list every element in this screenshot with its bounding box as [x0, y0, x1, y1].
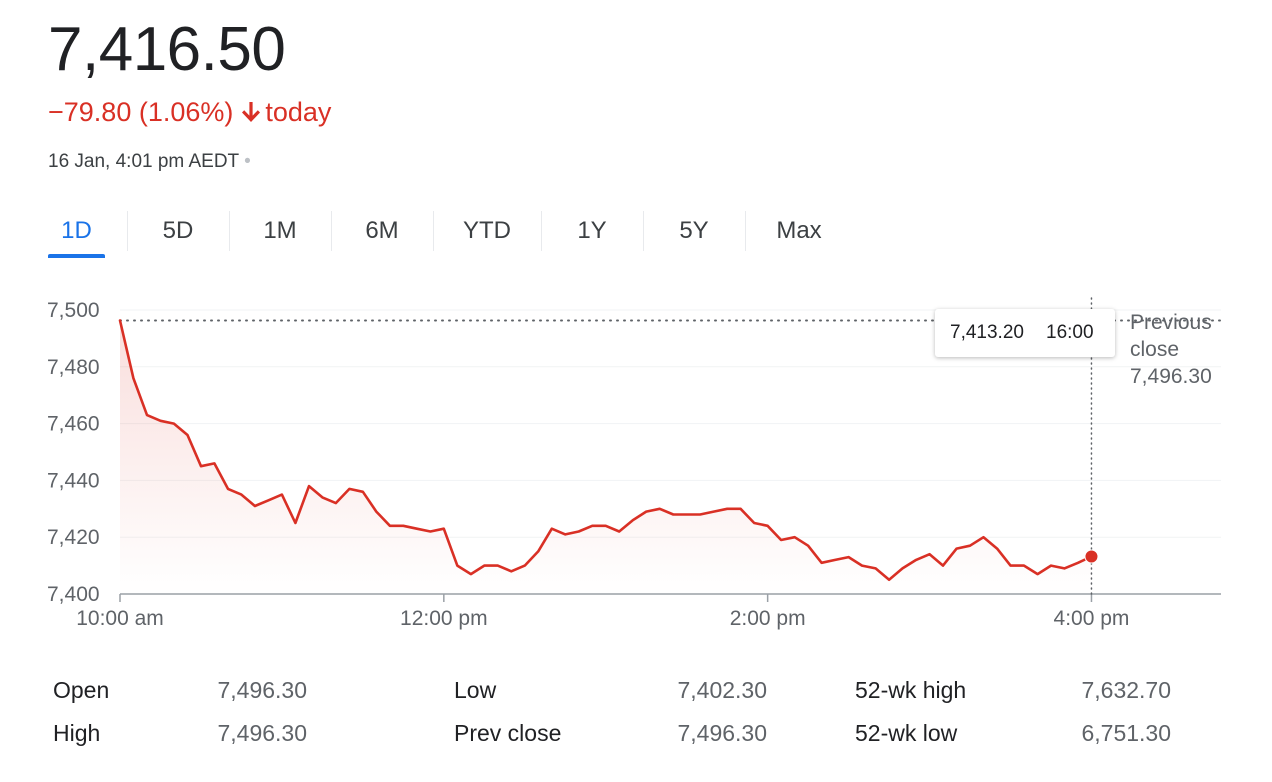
price-change: −79.80 (1.06%) today: [48, 95, 331, 129]
key-stats: Open 7,496.30 High 7,496.30 Low 7,402.30…: [0, 668, 1272, 768]
tab-6m[interactable]: 6M: [365, 217, 399, 244]
stat-value-low: 7,402.30: [677, 677, 767, 703]
tab-5d[interactable]: 5D: [162, 217, 194, 244]
tab-ytd[interactable]: YTD: [463, 217, 511, 244]
tooltip-value: 7,413.20: [950, 322, 1024, 343]
stat-value-prev-close: 7,496.30: [677, 720, 767, 746]
tab-1m[interactable]: 1M: [263, 217, 297, 244]
stat-label-prev-close: Prev close: [454, 720, 562, 746]
tab-max[interactable]: Max: [776, 217, 822, 244]
stat-value-high: 7,496.30: [217, 720, 307, 746]
tab-divider: [643, 211, 644, 251]
tab-divider: [331, 211, 332, 251]
previous-close-label: Previous close 7,496.30: [1130, 309, 1212, 390]
timestamp-text: 16 Jan, 4:01 pm AEDT: [48, 151, 240, 172]
x-tick-label: 12:00 pm: [400, 607, 488, 630]
x-tick-label: 10:00 am: [76, 607, 164, 630]
price-area: [120, 320, 1092, 594]
tab-divider: [541, 211, 542, 251]
stat-label-52wk-high: 52-wk high: [855, 677, 967, 703]
stat-label-low: Low: [454, 677, 497, 703]
range-tabs: 1D 5D 1M 6M YTD 1Y 5Y Max: [48, 208, 868, 260]
y-tick-label: 7,420: [47, 526, 100, 549]
previous-close-line1: Previous: [1130, 311, 1212, 334]
tooltip-time: 16:00: [1046, 322, 1094, 343]
stat-value-52wk-low: 6,751.30: [1081, 720, 1171, 746]
current-price: 7,416.50: [48, 15, 286, 84]
current-point-marker: [1084, 549, 1099, 564]
y-tick-label: 7,500: [47, 299, 100, 322]
tab-divider: [229, 211, 230, 251]
tab-divider: [745, 211, 746, 251]
stat-value-open: 7,496.30: [217, 677, 307, 703]
price-line: [118, 319, 1093, 582]
stat-value-52wk-high: 7,632.70: [1081, 677, 1171, 703]
y-tick-label: 7,480: [47, 356, 100, 379]
price-chart[interactable]: 7,400 7,420 7,440 7,460 7,480 7,500 10:00 am 12…: [0, 280, 1272, 640]
tab-1y[interactable]: 1Y: [577, 217, 607, 244]
y-tick-label: 7,400: [47, 583, 100, 606]
arrow-down-icon: [242, 102, 261, 122]
quote-timestamp: 16 Jan, 4:01 pm AEDT •: [48, 149, 251, 175]
chart-tooltip: 7,413.20 16:00: [935, 309, 1115, 357]
y-tick-label: 7,460: [47, 413, 100, 436]
y-tick-label: 7,440: [47, 469, 100, 492]
stat-label-open: Open: [53, 677, 110, 703]
x-tick-label: 4:00 pm: [1054, 607, 1130, 630]
tab-5y[interactable]: 5Y: [679, 217, 709, 244]
x-tick-label: 2:00 pm: [730, 607, 806, 630]
timestamp-separator: •: [244, 151, 251, 172]
tab-divider: [127, 211, 128, 251]
previous-close-value: 7,496.30: [1130, 365, 1212, 388]
stat-label-high: High: [53, 720, 101, 746]
change-value: −79.80 (1.06%): [48, 97, 234, 127]
tab-divider: [433, 211, 434, 251]
previous-close-line2: close: [1130, 338, 1180, 361]
change-suffix: today: [265, 97, 332, 127]
tab-1d[interactable]: 1D: [48, 208, 105, 258]
stat-label-52wk-low: 52-wk low: [855, 720, 958, 746]
